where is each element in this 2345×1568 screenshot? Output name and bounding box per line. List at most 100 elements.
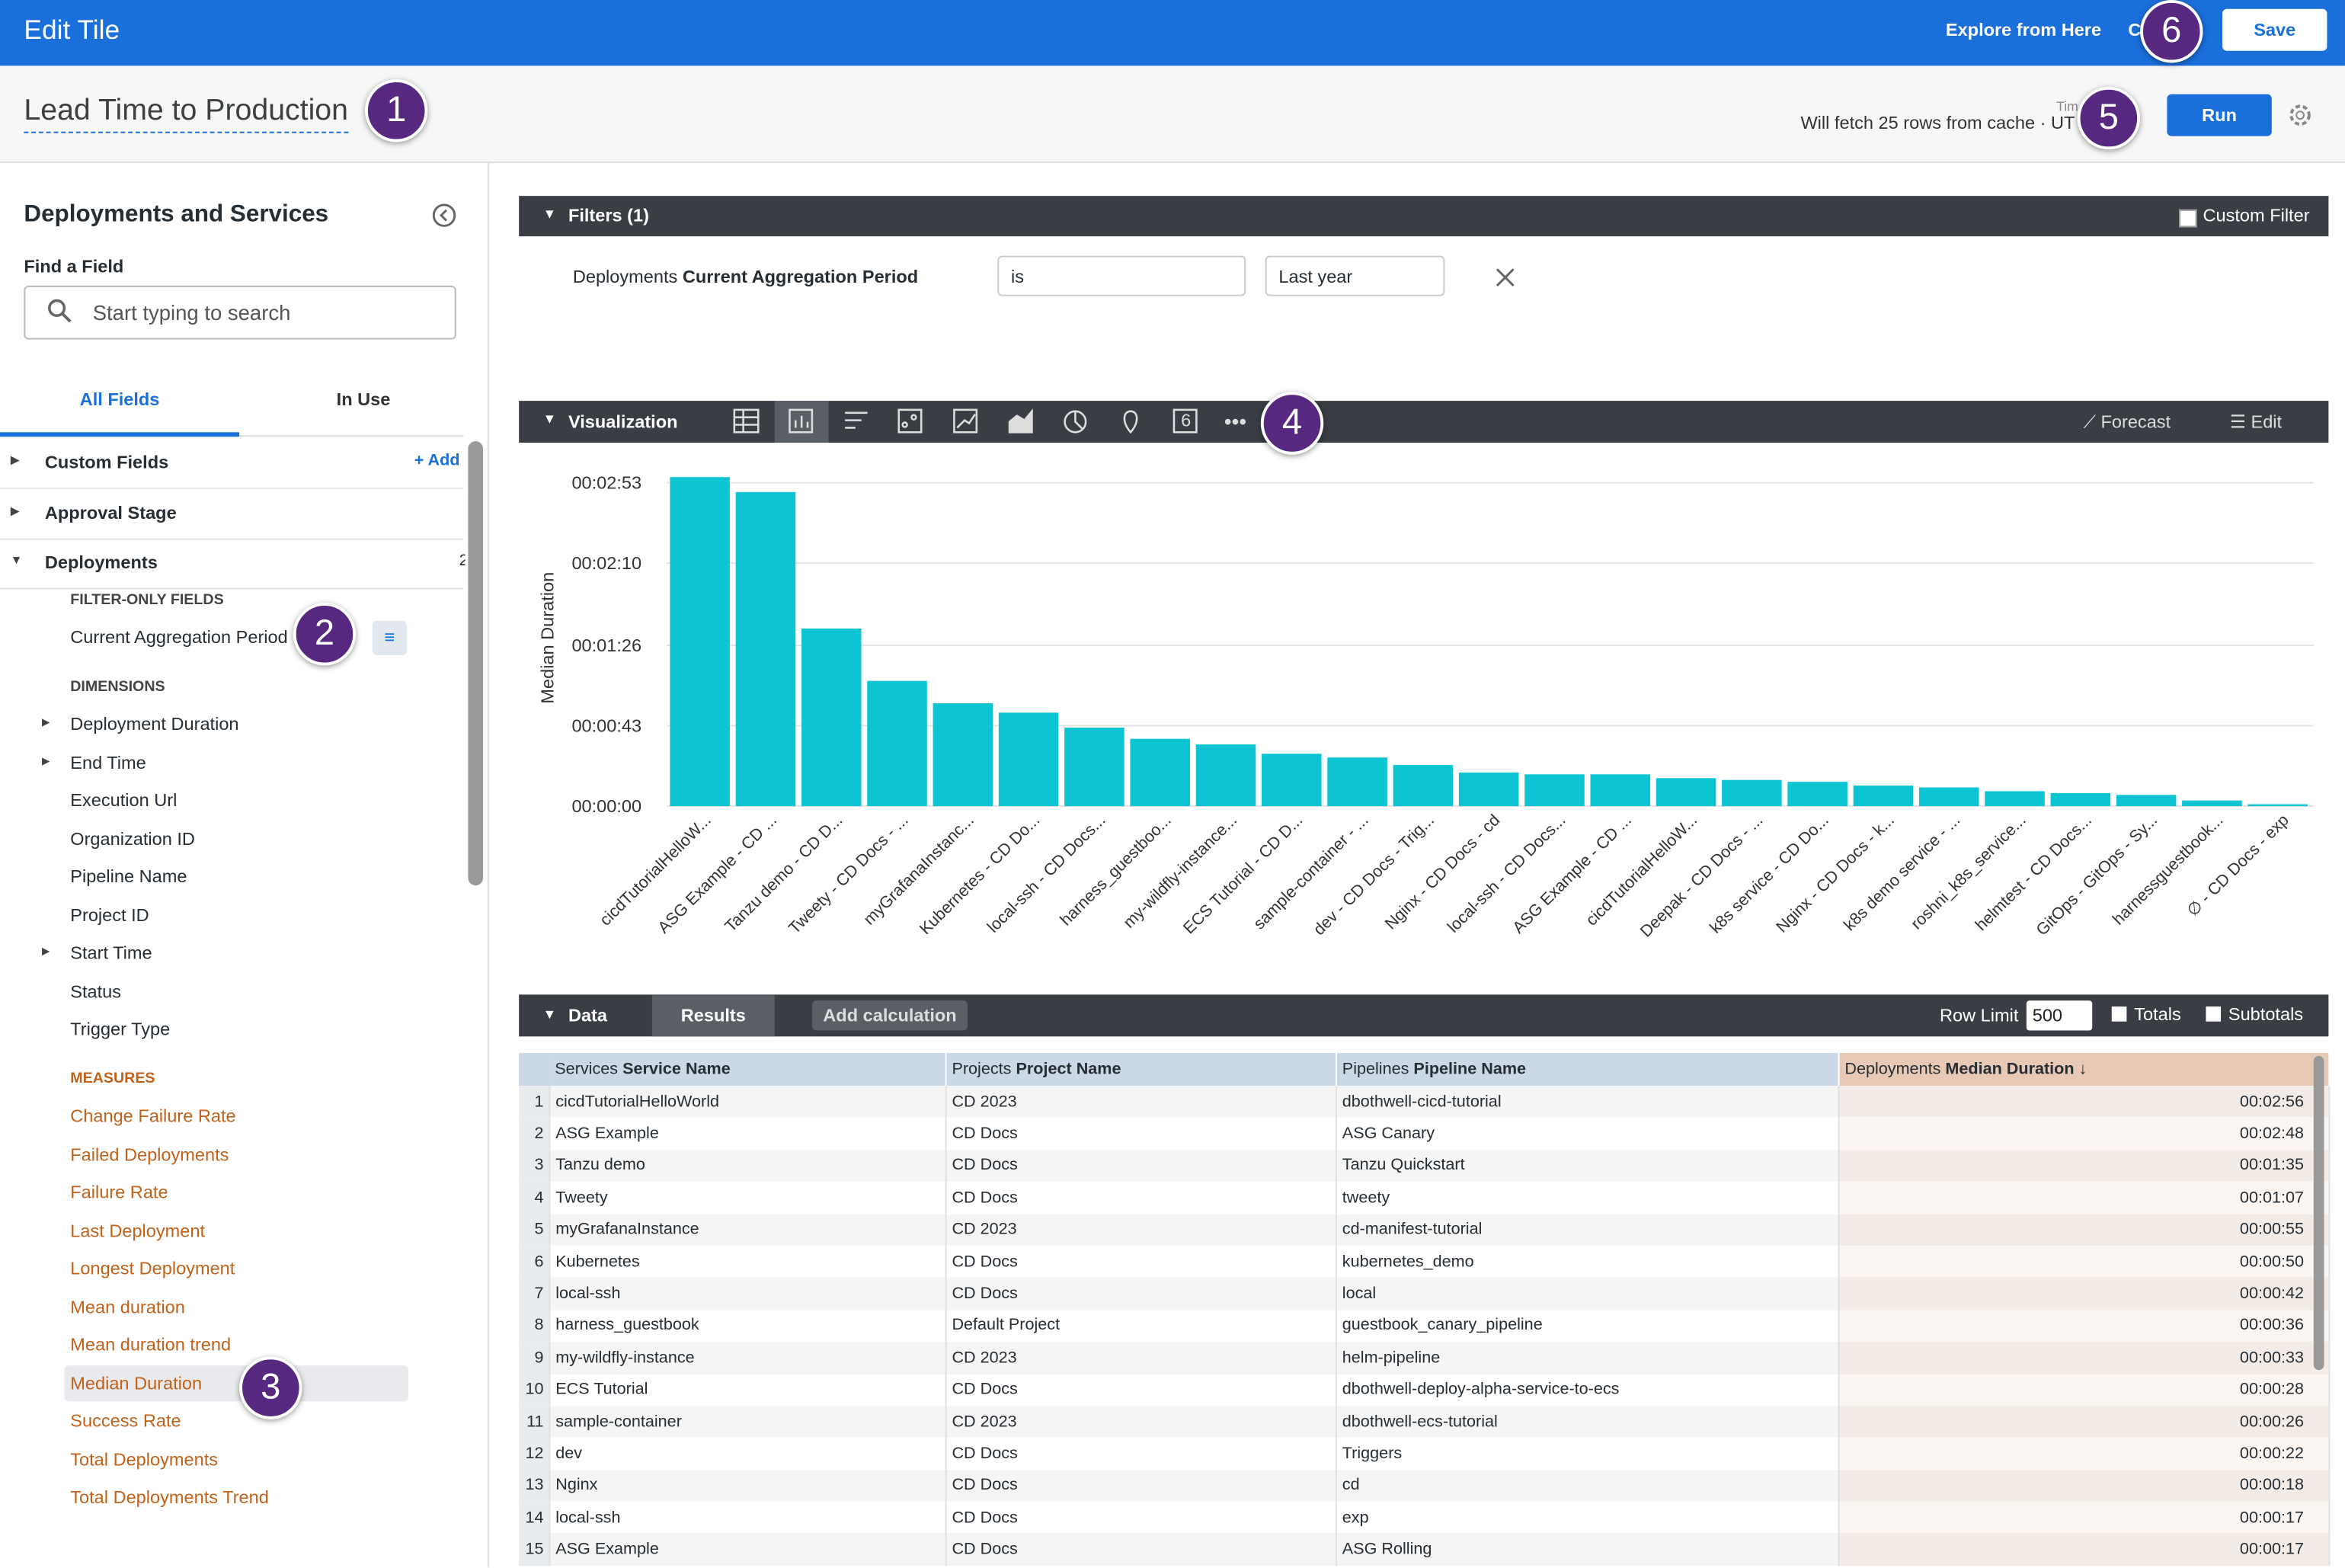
filter-icon[interactable]: ≡ (372, 620, 407, 655)
bar (1130, 738, 1190, 807)
totals[interactable]: Totals (2134, 1003, 2181, 1025)
add-field[interactable]: + Add (414, 451, 460, 470)
dimension[interactable]: End Time (70, 751, 146, 773)
x-tick-label: Nginx - CD Docs - k... (1772, 811, 1898, 936)
table-cell: CD Docs (945, 1118, 1336, 1150)
filter-operator[interactable]: is (997, 255, 1246, 296)
row-limit-input[interactable]: 500 (2026, 1000, 2093, 1031)
bar (998, 712, 1059, 807)
column-header[interactable]: Pipelines Pipeline Name (1335, 1052, 1839, 1086)
x-tick-label: Kubernetes - CD Do... (916, 811, 1044, 939)
viz-title[interactable]: Visualization (568, 411, 678, 433)
dimension[interactable]: Start Time (70, 942, 152, 964)
table-row: 10 ECS Tutorial CD Docs dbothwell-deploy-al… (519, 1374, 2330, 1406)
data-tab[interactable]: Data (568, 1005, 608, 1026)
caret: ▶ (10, 453, 20, 467)
index-header (519, 1053, 549, 1086)
filter-value[interactable]: Last year (1265, 255, 1445, 296)
x-tick-label: harness_guestboo... (1056, 811, 1175, 930)
y-tick-label: 00:00:43 (571, 715, 641, 735)
measure[interactable]: Failure Rate (70, 1181, 168, 1203)
edit[interactable]: ☰ Edit (2229, 411, 2283, 433)
measure[interactable]: Mean duration (70, 1295, 185, 1317)
section-heading: MEASURES (70, 1070, 155, 1088)
results-tab[interactable]: Results (651, 994, 775, 1037)
caret[interactable]: ▼ (542, 206, 557, 222)
table-cell: exp (1335, 1502, 1839, 1534)
subtotals[interactable]: Subtotals (2228, 1003, 2304, 1025)
table-cell: CD 2023 (945, 1214, 1336, 1246)
measure[interactable]: Last Deployment (70, 1219, 206, 1241)
group-label[interactable]: Custom Fields (44, 451, 169, 473)
filters-title[interactable]: Filters (1) (568, 204, 649, 226)
column-header[interactable]: Deployments Median Duration ↓ (1838, 1052, 2330, 1086)
collapse-icon[interactable] (430, 202, 457, 229)
x-tick-label: myGrafanaInstanc... (859, 811, 977, 929)
filter-prefix: Deployments (572, 266, 678, 287)
measure[interactable]: Mean duration trend (70, 1333, 232, 1355)
column-name: Service Name (622, 1060, 731, 1079)
custom-filter[interactable]: Custom Filter (2203, 204, 2310, 226)
column-header[interactable]: Projects Project Name (945, 1052, 1336, 1086)
dimension[interactable]: Pipeline Name (70, 866, 187, 888)
checkbox[interactable] (2206, 1006, 2222, 1022)
run-button[interactable]: Run (2167, 94, 2272, 136)
search-box[interactable] (24, 285, 456, 340)
scrollbar[interactable] (468, 441, 484, 886)
forecast-label[interactable]: Forecast (2100, 411, 2171, 433)
table-cell: CD Docs (945, 1150, 1336, 1182)
table-cell: CD Docs (945, 1278, 1336, 1310)
measure[interactable]: Total Deployments (70, 1448, 219, 1470)
caret[interactable]: ▼ (542, 411, 557, 427)
checkbox[interactable] (2179, 209, 2197, 228)
dimension[interactable]: Execution Url (70, 789, 178, 811)
bar (867, 680, 927, 807)
save-button[interactable]: Save (2222, 8, 2327, 51)
column-header[interactable]: Services Service Name (549, 1052, 946, 1086)
tab[interactable]: In Use (336, 389, 391, 410)
cancel-link[interactable]: C (2128, 19, 2142, 41)
group-label[interactable]: Deployments (44, 552, 158, 573)
tile-name[interactable]: Lead Time to Production (24, 94, 348, 133)
measure[interactable]: Success Rate (70, 1410, 181, 1432)
measure[interactable]: Change Failure Rate (70, 1105, 236, 1127)
forecast[interactable]: ⟋ Forecast (2083, 411, 2171, 433)
add-calculation[interactable]: Add calculation (811, 1000, 968, 1031)
field[interactable]: Current Aggregation Period (70, 626, 288, 648)
measure[interactable]: Median Duration (70, 1372, 203, 1394)
table-row: 1 cicdTutorialHelloWorld CD 2023 dbothwell-… (519, 1086, 2330, 1118)
table-row: 11 sample-container CD 2023 dbothwell-ecs-t… (519, 1406, 2330, 1438)
dimension[interactable]: Project ID (70, 904, 149, 926)
caret[interactable]: ▼ (542, 1006, 557, 1022)
table-scrollbar[interactable] (2313, 1055, 2324, 1371)
measure[interactable]: Failed Deployments (70, 1143, 229, 1165)
dimension[interactable]: Deployment Duration (70, 713, 239, 734)
dimension[interactable]: Organization ID (70, 827, 195, 850)
viz-icons[interactable] (730, 407, 1253, 437)
row-number: 1 (519, 1086, 550, 1118)
dimension[interactable]: Trigger Type (70, 1018, 171, 1040)
table-cell: ASG Canary (1335, 1118, 1839, 1150)
single-value-icon[interactable]: 6 (1181, 409, 1192, 431)
row-number: 9 (519, 1342, 550, 1374)
checkbox[interactable] (2111, 1006, 2127, 1022)
explore-link[interactable]: Explore from Here (1945, 19, 2102, 41)
table-cell: 00:00:50 (1838, 1246, 2330, 1278)
settings-icon[interactable] (2286, 101, 2313, 128)
edit-label[interactable]: Edit (2251, 411, 2283, 433)
table-cell: dbothwell-cicd-tutorial (1335, 1086, 1839, 1118)
remove-filter[interactable] (1494, 266, 1516, 288)
tab[interactable]: All Fields (79, 389, 160, 410)
group-label[interactable]: Approval Stage (44, 502, 177, 524)
caret: ▶ (41, 718, 50, 728)
x-tick-label: GitOps - GitOps - Sy... (2032, 811, 2161, 939)
search-icon (48, 299, 72, 323)
table-row: 6 Kubernetes CD Docs kubernetes_demo 00:00:5… (519, 1246, 2330, 1278)
table-cell: guestbook_canary_pipeline (1335, 1310, 1839, 1342)
dimension[interactable]: Status (70, 980, 122, 1002)
measure[interactable]: Longest Deployment (70, 1257, 235, 1279)
table-cell: CD 2023 (945, 1086, 1336, 1118)
callout: 3 (239, 1356, 302, 1419)
y-tick-label: 00:00:00 (571, 796, 641, 816)
measure[interactable]: Total Deployments Trend (70, 1486, 269, 1508)
